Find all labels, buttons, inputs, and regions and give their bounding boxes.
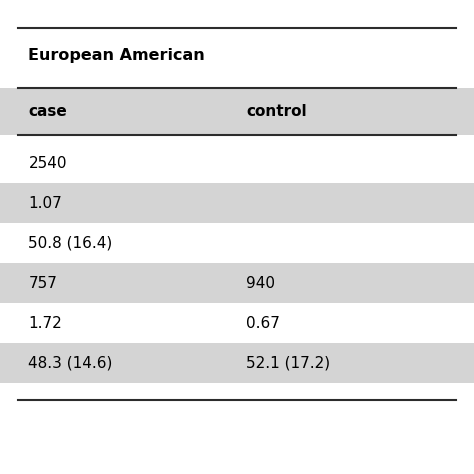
Text: 48.3 (14.6): 48.3 (14.6) [28,356,113,371]
Bar [0,223,474,263]
Text: European American: European American [28,47,205,63]
Text: 0.67: 0.67 [246,316,280,330]
Bar [0,88,474,135]
Text: 1.72: 1.72 [28,316,62,330]
Text: 2540: 2540 [28,155,67,171]
Bar [0,343,474,383]
Bar [0,143,474,183]
Text: 52.1 (17.2): 52.1 (17.2) [246,356,330,371]
Text: 50.8 (16.4): 50.8 (16.4) [28,236,113,250]
Bar [0,303,474,343]
Bar [0,263,474,303]
Text: case: case [28,104,67,119]
Text: control: control [246,104,307,119]
Text: 940: 940 [246,275,275,291]
Bar [0,183,474,223]
Text: 1.07: 1.07 [28,195,62,210]
Text: 757: 757 [28,275,57,291]
